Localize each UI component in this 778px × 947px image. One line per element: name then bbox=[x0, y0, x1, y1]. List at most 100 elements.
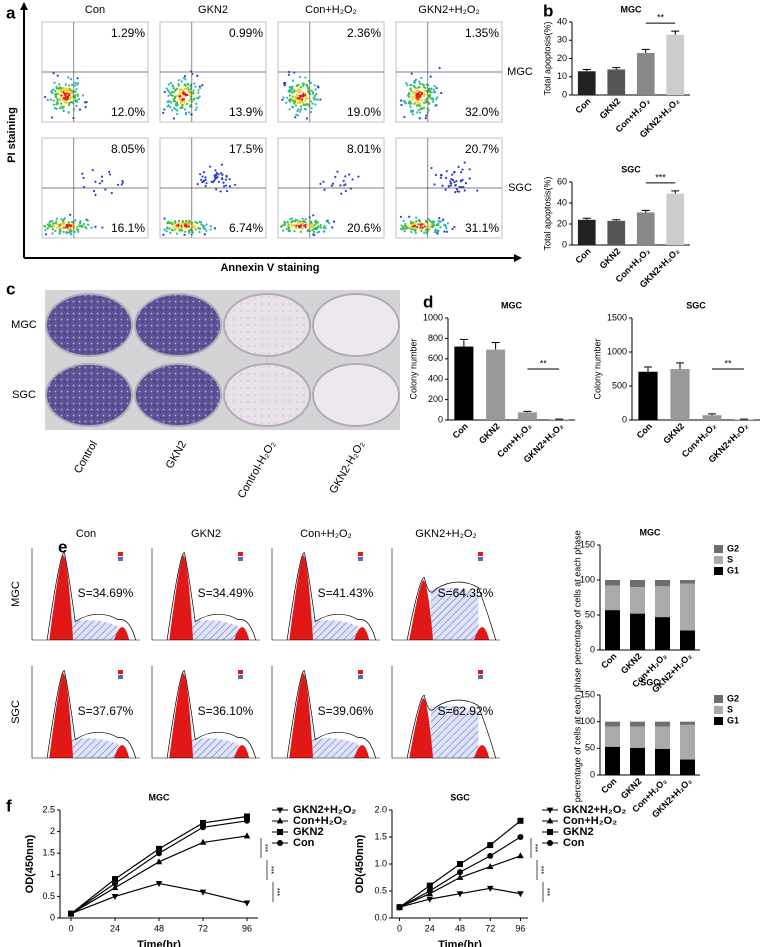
event-dot bbox=[204, 176, 207, 179]
y-axis-label: Colony number bbox=[408, 338, 418, 399]
event-dot bbox=[225, 189, 229, 193]
bar bbox=[607, 69, 626, 95]
y-axis-label: OD(450nm) bbox=[24, 834, 36, 893]
event-dot bbox=[300, 98, 304, 101]
event-dot bbox=[214, 169, 217, 172]
event-dot bbox=[323, 224, 326, 228]
marker bbox=[456, 873, 464, 880]
event-dot bbox=[416, 89, 419, 92]
bar-segment bbox=[680, 630, 695, 650]
event-dot bbox=[56, 87, 59, 90]
event-dot bbox=[288, 224, 291, 227]
event-dot bbox=[315, 92, 318, 96]
event-dot bbox=[348, 173, 351, 176]
event-dot bbox=[299, 89, 303, 92]
event-dot bbox=[167, 94, 170, 97]
g2-peak bbox=[114, 745, 130, 758]
event-dot bbox=[170, 109, 174, 112]
y-tick-label: 0 bbox=[590, 644, 595, 654]
event-dot bbox=[60, 227, 63, 230]
y-tick-label: 2.5 bbox=[42, 804, 55, 814]
legend-swatch bbox=[714, 717, 723, 725]
event-dot bbox=[413, 224, 416, 227]
event-dot bbox=[165, 87, 168, 90]
event-dot bbox=[399, 215, 403, 218]
event-dot bbox=[49, 225, 52, 228]
event-dot bbox=[428, 96, 431, 99]
event-dot bbox=[428, 90, 432, 94]
event-dot bbox=[183, 233, 186, 236]
event-dot bbox=[400, 224, 403, 227]
y-tick-label: 0 bbox=[622, 414, 627, 424]
g2-peak bbox=[234, 627, 250, 640]
event-dot bbox=[307, 89, 310, 92]
event-dot bbox=[62, 227, 66, 230]
y-tick-label: 150 bbox=[580, 539, 595, 549]
marker bbox=[199, 838, 207, 845]
event-dot bbox=[439, 176, 442, 179]
legend-marker bbox=[546, 817, 554, 824]
y-tick-label: 20 bbox=[557, 218, 567, 228]
event-dot bbox=[304, 224, 307, 227]
plate bbox=[312, 363, 400, 427]
event-dot bbox=[44, 229, 47, 232]
event-dot bbox=[327, 221, 331, 224]
event-dot bbox=[418, 218, 421, 221]
event-dot bbox=[67, 76, 70, 79]
event-dot bbox=[58, 226, 61, 229]
event-dot bbox=[425, 232, 428, 235]
marker bbox=[156, 850, 162, 857]
y-tick-label: 0 bbox=[562, 239, 567, 249]
error-bar bbox=[582, 68, 591, 72]
event-dot bbox=[427, 225, 430, 228]
event-dot bbox=[302, 94, 305, 97]
mini-legend bbox=[238, 675, 243, 679]
y-tick-label: 10 bbox=[557, 71, 567, 81]
event-dot bbox=[439, 226, 442, 229]
quadrant-percent: 31.1% bbox=[465, 221, 499, 235]
event-dot bbox=[429, 225, 432, 229]
event-dot bbox=[414, 231, 417, 235]
event-dot bbox=[163, 90, 166, 93]
bar-segment bbox=[630, 580, 645, 587]
bar-segment bbox=[655, 617, 670, 650]
event-dot bbox=[82, 185, 86, 189]
event-dot bbox=[324, 226, 327, 230]
event-dot bbox=[319, 223, 322, 227]
event-dot bbox=[323, 188, 326, 191]
event-dot bbox=[418, 104, 422, 107]
arrow-head bbox=[514, 254, 522, 262]
quadrant-percent: 12.0% bbox=[111, 105, 145, 119]
event-dot bbox=[78, 108, 82, 111]
g1-peak bbox=[409, 698, 434, 758]
event-dot bbox=[188, 99, 191, 102]
event-dot bbox=[86, 223, 90, 226]
event-dot bbox=[422, 84, 425, 87]
event-dot bbox=[301, 100, 304, 103]
event-dot bbox=[323, 230, 326, 233]
x-tick-label: 24 bbox=[425, 923, 435, 933]
g2-peak bbox=[354, 745, 370, 758]
event-dot bbox=[220, 172, 223, 175]
event-dot bbox=[425, 114, 428, 117]
hatched-s-phase bbox=[430, 705, 479, 758]
event-dot bbox=[166, 226, 169, 229]
event-dot bbox=[460, 185, 463, 189]
event-dot bbox=[344, 189, 347, 193]
event-dot bbox=[409, 105, 412, 108]
event-dot bbox=[294, 218, 298, 221]
event-dot bbox=[184, 87, 187, 91]
legend-swatch bbox=[714, 695, 723, 703]
event-dot bbox=[195, 97, 199, 100]
marker bbox=[456, 891, 464, 898]
event-dot bbox=[196, 221, 199, 225]
legend-marker bbox=[276, 807, 284, 814]
event-dot bbox=[184, 113, 188, 116]
event-dot bbox=[172, 91, 175, 94]
y-tick-label: 1 bbox=[50, 869, 55, 879]
y-axis-label: PI staining bbox=[6, 107, 18, 163]
event-dot bbox=[417, 109, 420, 112]
event-dot bbox=[86, 219, 89, 222]
event-dot bbox=[203, 227, 206, 230]
event-dot bbox=[409, 84, 412, 87]
